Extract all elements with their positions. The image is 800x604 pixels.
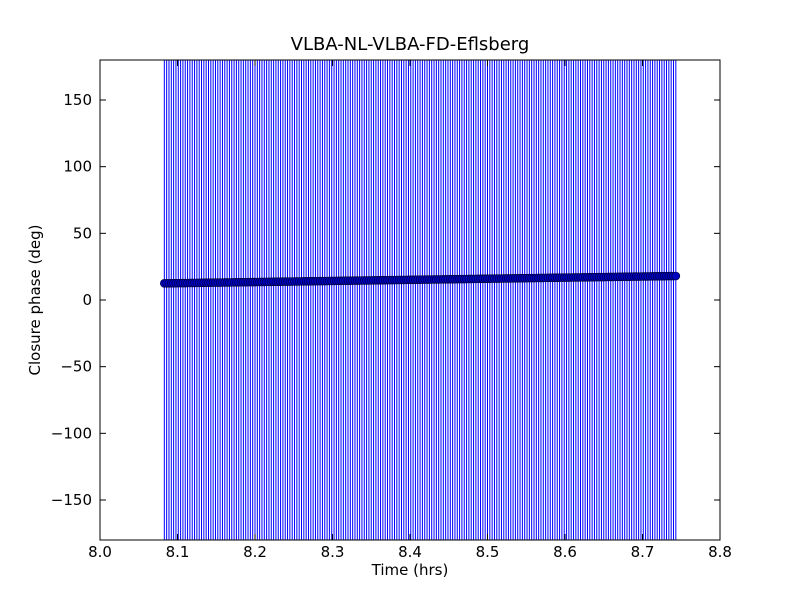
y-tick-label: −100	[51, 424, 92, 442]
x-tick-label: 8.7	[631, 543, 655, 561]
x-tick-label: 8.8	[708, 543, 732, 561]
x-tick-label: 8.0	[88, 543, 112, 561]
x-tick-label: 8.5	[476, 543, 500, 561]
y-tick-label: 150	[63, 91, 92, 109]
data-point	[671, 271, 681, 281]
x-tick-label: 8.3	[321, 543, 345, 561]
errorbar-group	[163, 60, 677, 540]
x-axis-label: Time (hrs)	[371, 561, 449, 579]
y-tick-label: −50	[60, 358, 92, 376]
x-tick-label: 8.6	[553, 543, 577, 561]
y-tick-label: 0	[82, 291, 92, 309]
x-tick-label: 8.1	[166, 543, 190, 561]
x-axis-ticks: 8.0 8.1 8.2 8.3 8.4 8.5 8.6 8.7 8.8	[88, 60, 732, 561]
y-tick-label: −150	[51, 491, 92, 509]
y-axis-ticks: −150 −100 −50 0 50 100 150	[51, 91, 720, 509]
chart-title: VLBA-NL-VLBA-FD-Eflsberg	[290, 34, 530, 55]
x-tick-label: 8.2	[243, 543, 267, 561]
y-tick-label: 50	[73, 224, 92, 242]
y-tick-label: 100	[63, 158, 92, 176]
marker-group	[160, 271, 681, 288]
y-axis-label: Closure phase (deg)	[26, 224, 44, 376]
x-tick-label: 8.4	[398, 543, 422, 561]
